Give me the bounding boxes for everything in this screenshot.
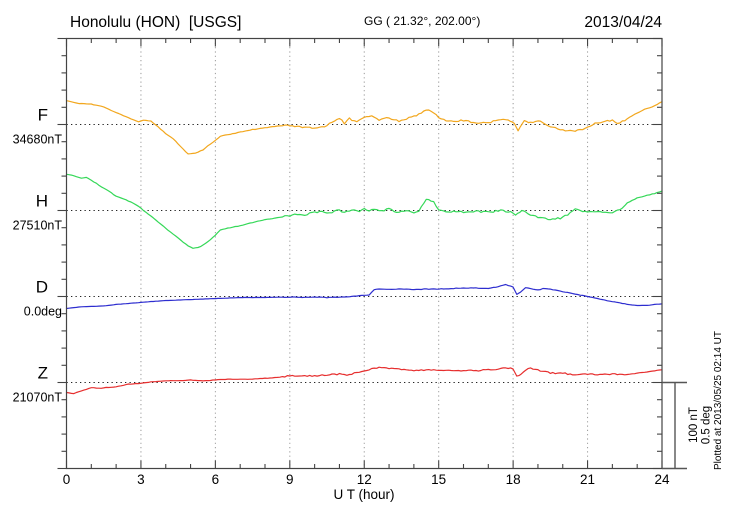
amplitude-scale-bar — [662, 381, 687, 470]
channel-base-value-H: 27510nT — [13, 219, 63, 233]
station-title: Honolulu (HON) [USGS] — [70, 14, 241, 31]
x-axis-title: U T (hour) — [333, 487, 394, 502]
x-tick-label-6: 6 — [212, 472, 220, 487]
x-tick-label-12: 12 — [357, 472, 372, 487]
x-tick-label-0: 0 — [63, 472, 71, 487]
axis-labels: 0 3 6 9 12 15 18 21 24 F 34680nT H 27510nT D 0.0deg Z 21… — [13, 106, 670, 488]
plotted-at-note: Plotted at 2013/05/25 02:14 UT — [713, 331, 724, 470]
channel-base-value-Z: 21070nT — [13, 391, 63, 405]
trace-H — [65, 173, 663, 249]
x-tick-label-21: 21 — [580, 472, 595, 487]
channel-letter-Z: Z — [38, 364, 48, 383]
x-tick-label-15: 15 — [431, 472, 446, 487]
trace-D — [65, 283, 663, 310]
plot-date: 2013/04/24 — [584, 14, 662, 31]
x-tick-label-9: 9 — [286, 472, 294, 487]
scale-label-deg: 0.5 deg — [701, 406, 713, 444]
geo-coords: GG ( 21.32°, 202.00°) — [364, 14, 480, 28]
trace-F — [65, 100, 663, 155]
channel-base-value-D: 0.0deg — [24, 305, 62, 319]
x-tick-label-18: 18 — [506, 472, 521, 487]
channel-letter-F: F — [38, 106, 48, 125]
channel-letter-D: D — [36, 278, 48, 297]
trace-Z — [65, 366, 663, 395]
scale-label-nt: 100 nT — [688, 407, 700, 443]
axes-frame — [57, 37, 663, 470]
traces — [65, 100, 663, 395]
x-tick-label-3: 3 — [137, 472, 145, 487]
channel-baselines — [66, 124, 662, 383]
channel-letter-H: H — [36, 192, 48, 211]
x-tick-label-24: 24 — [654, 472, 670, 487]
gridlines — [140, 38, 589, 469]
channel-base-value-F: 34680nT — [13, 133, 63, 147]
